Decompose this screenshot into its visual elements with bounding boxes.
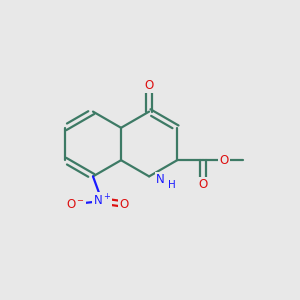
Text: O: O (145, 79, 154, 92)
Text: O: O (198, 178, 207, 191)
Text: O: O (119, 197, 128, 211)
Text: N: N (156, 173, 165, 186)
Text: H: H (168, 180, 176, 190)
Text: $\mathregular{N}^+$: $\mathregular{N}^+$ (93, 193, 111, 209)
Text: $\mathregular{O}^-$: $\mathregular{O}^-$ (66, 197, 85, 211)
Text: O: O (220, 154, 229, 167)
